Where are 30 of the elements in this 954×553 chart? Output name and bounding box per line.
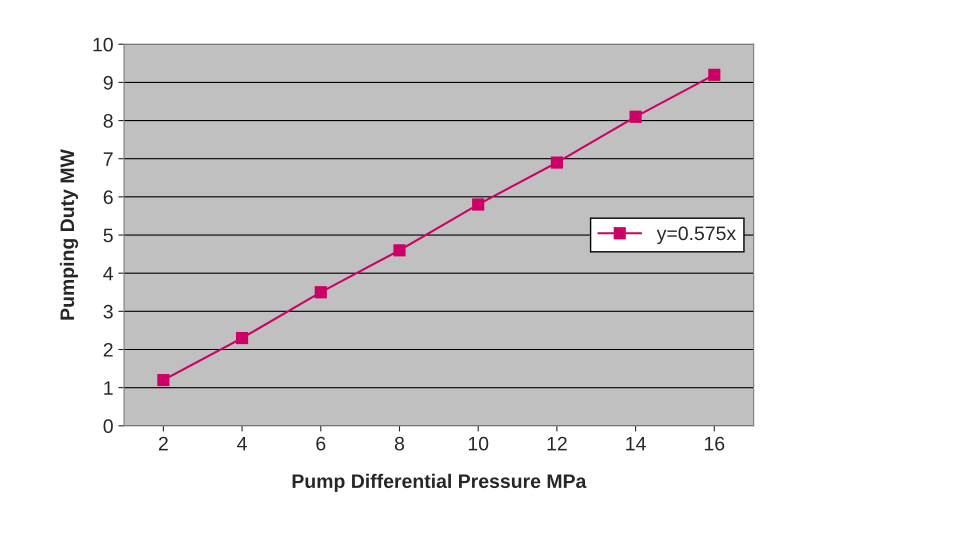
y-tick-label: 3 [104, 304, 113, 319]
point [550, 156, 563, 169]
point [472, 198, 484, 211]
x-tick-label: 6 [316, 436, 326, 451]
x-tick-label: 16 [704, 436, 724, 451]
y-tick-label: 4 [103, 266, 114, 280]
x-tick-label: 4 [237, 436, 247, 450]
x-axis-title: Pump Differential Pressure MPa [292, 474, 586, 492]
point [630, 110, 642, 123]
x-tick-label: 8 [394, 436, 404, 451]
x-tick-label: 2 [158, 436, 168, 450]
legend-label: y=0.575x [656, 226, 736, 244]
y-tick-label: 5 [104, 228, 113, 242]
point [314, 286, 327, 298]
point [157, 374, 170, 386]
x-tick-label: 10 [468, 436, 488, 451]
y-tick-label: 9 [104, 76, 113, 90]
point [393, 244, 406, 256]
y-tick-label: 0 [104, 419, 113, 434]
x-tick-label: 14 [626, 436, 646, 450]
y-tick-label: 6 [104, 190, 113, 204]
y-axis-title: Pumping Duty MW [60, 149, 78, 320]
y-tick-label: 1 [104, 381, 113, 395]
x-tick-label: 12 [548, 436, 567, 450]
y-tick-label: 7 [104, 152, 113, 166]
point [236, 332, 248, 344]
y-tick-label: 2 [104, 342, 113, 357]
point [708, 68, 720, 81]
y-tick-label: 8 [104, 114, 113, 128]
y-tick-label: 10 [93, 38, 113, 52]
